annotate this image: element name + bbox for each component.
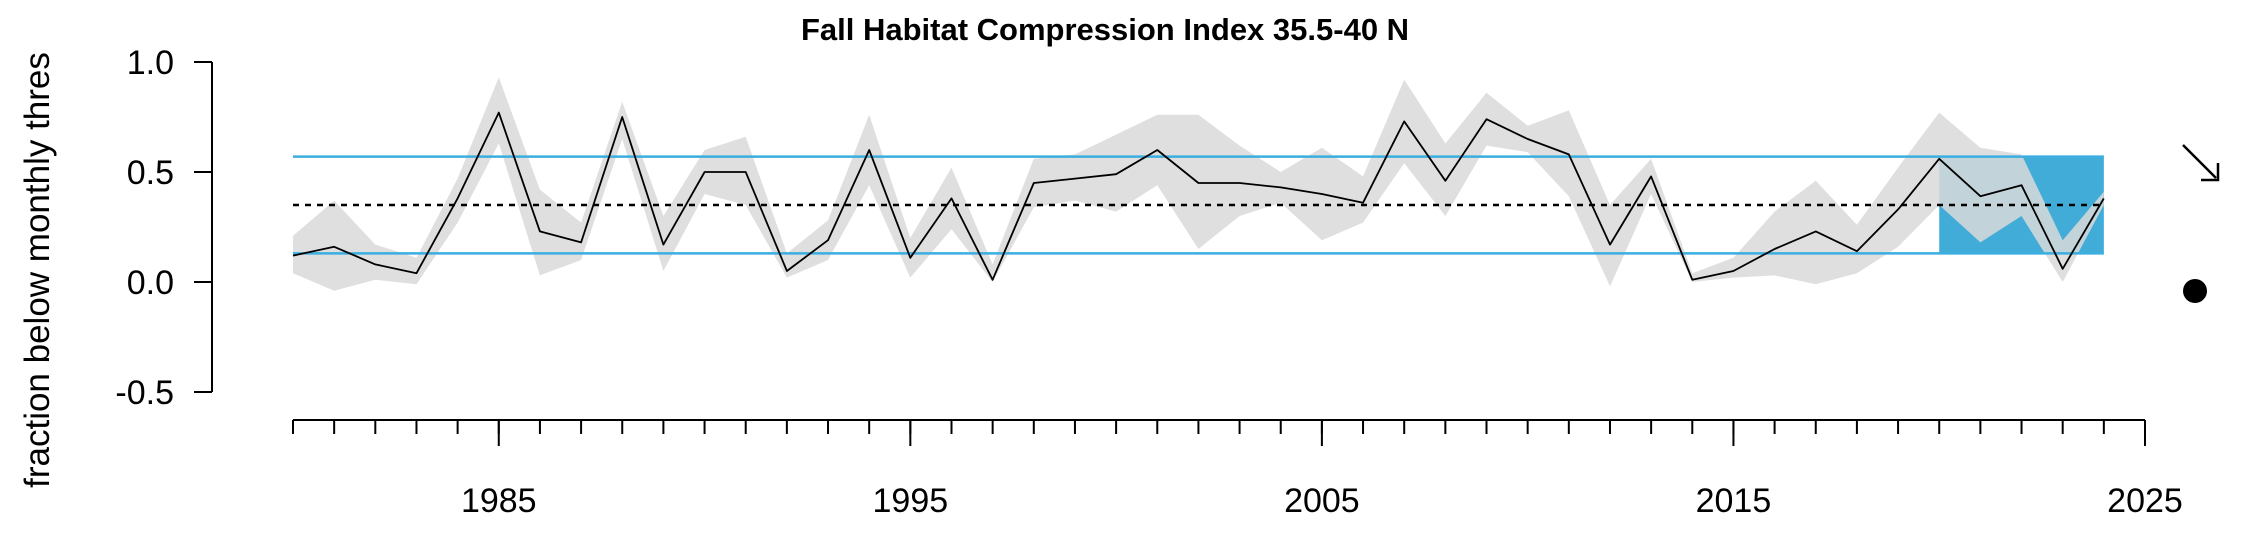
trend-arrow-head	[2201, 163, 2220, 182]
y-tick-label: 0.5	[127, 154, 174, 192]
x-tick-label: 2025	[2107, 482, 2183, 520]
x-tick-label: 1985	[461, 482, 537, 520]
x-tick-label: 1995	[873, 482, 949, 520]
y-tick-label: 0.0	[127, 264, 174, 302]
plot-area	[292, 77, 2105, 291]
y-tick-label: -0.5	[115, 374, 174, 412]
y-axis-label: fraction below monthly thres	[18, 52, 57, 488]
trend-arrow-shaft	[2182, 144, 2217, 179]
axes: 1.0 0.5 0.0 -0.5 1985 1995 2005 2015 2025	[115, 44, 2182, 520]
series-line	[292, 111, 2105, 281]
status-dot-icon	[2183, 279, 2207, 303]
trend-arrow-icon	[2182, 144, 2220, 182]
y-tick-label: 1.0	[127, 44, 174, 82]
x-tick-label: 2015	[1696, 482, 1772, 520]
uncertainty-ribbon	[293, 77, 2104, 291]
indicators	[2182, 144, 2220, 303]
chart-title: Fall Habitat Compression Index 35.5-40 N	[801, 12, 1409, 47]
x-tick-label: 2005	[1284, 482, 1360, 520]
